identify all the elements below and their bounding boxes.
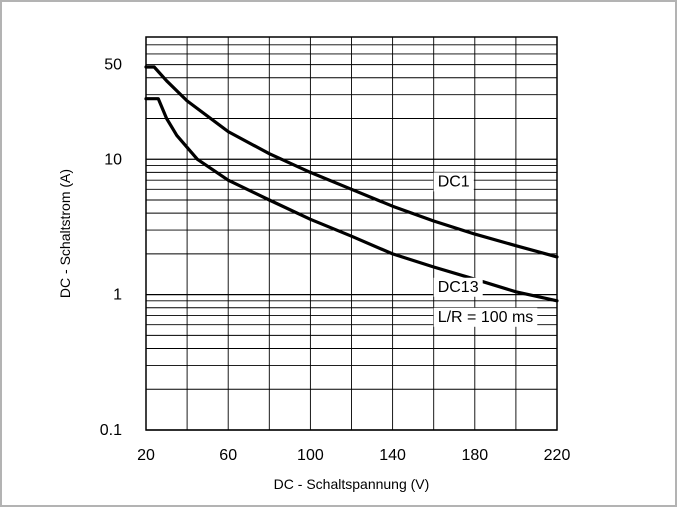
annotation-dc13: DC13 [438, 279, 479, 296]
x-tick-label: 140 [379, 447, 406, 464]
x-tick-label: 220 [544, 447, 571, 464]
y-axis-label: DC - Schaltstrom (A) [57, 169, 73, 298]
x-tick-label: 180 [461, 447, 488, 464]
annotations: DC1 DC13 L/R = 100 ms [434, 172, 538, 326]
annotation-dc13-lr: L/R = 100 ms [438, 309, 534, 326]
x-axis-label: DC - Schaltspannung (V) [274, 476, 430, 492]
x-tick-label: 20 [137, 447, 155, 464]
x-tick-label: 60 [219, 447, 237, 464]
y-tick-label: 50 [104, 57, 122, 74]
tick-labels: 20 60 100 140 180 220 0.1 1 10 50 [100, 57, 571, 464]
x-tick-label: 100 [297, 447, 324, 464]
annotation-dc1: DC1 [438, 173, 470, 190]
y-tick-label: 10 [104, 151, 122, 168]
y-tick-label: 1 [113, 287, 122, 304]
grid [146, 37, 557, 430]
y-tick-label: 0.1 [100, 422, 122, 439]
